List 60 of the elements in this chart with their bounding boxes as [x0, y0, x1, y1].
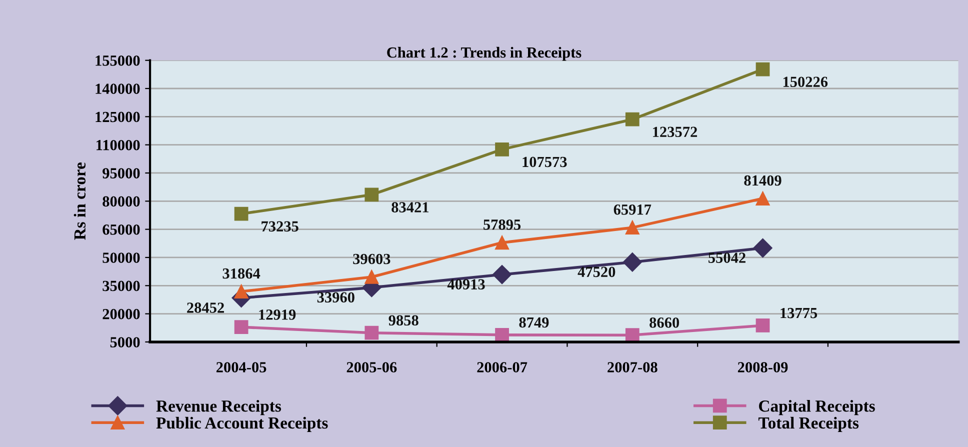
- data-label: 47520: [578, 266, 616, 278]
- y-tick-label: 20000: [102, 308, 140, 320]
- data-label: 28452: [187, 302, 224, 313]
- y-tick-label: 95000: [102, 168, 140, 178]
- data-label: 81409: [744, 175, 782, 186]
- point: [625, 220, 640, 235]
- data-label: 107573: [522, 156, 567, 168]
- point: [495, 142, 509, 156]
- data-label: 65917: [614, 204, 652, 215]
- legend-label: Total Receipts: [758, 416, 859, 432]
- point: [492, 265, 512, 284]
- data-label: 55042: [708, 252, 746, 263]
- data-label: 39603: [353, 254, 390, 264]
- point: [234, 284, 248, 298]
- data-label: 57895: [484, 219, 521, 230]
- data-label: 12919: [259, 310, 296, 320]
- point: [234, 206, 248, 221]
- y-tick-label: 5000: [110, 337, 140, 348]
- x-tick-label: 2007-08: [608, 362, 658, 372]
- point: [364, 270, 379, 284]
- x-tick-label: 2008-09: [738, 362, 788, 372]
- chart-title: Chart 1.2 : Trends in Receipts: [387, 46, 582, 61]
- point: [364, 188, 379, 202]
- y-tick-label: 125000: [96, 112, 140, 122]
- point: [756, 318, 770, 332]
- data-label: 8749: [519, 317, 549, 328]
- point: [495, 328, 509, 342]
- legend-label: Capital Receipts: [759, 400, 875, 416]
- y-tick-label: 65000: [102, 224, 140, 235]
- y-tick-label: 110000: [96, 140, 140, 150]
- point: [756, 62, 770, 76]
- y-tick-label: 155000: [96, 55, 140, 66]
- y-axis-title: Rs in crore: [74, 162, 86, 240]
- y-tick-label: 80000: [102, 196, 140, 207]
- point: [625, 328, 640, 342]
- data-label: 83421: [392, 202, 429, 212]
- x-tick-label: 2004-05: [216, 362, 266, 372]
- point: [753, 238, 772, 258]
- data-label: 150226: [783, 76, 828, 88]
- point: [756, 192, 770, 206]
- y-tick-label: 140000: [96, 84, 140, 94]
- point: [625, 112, 640, 126]
- y-tick-label: 35000: [102, 280, 140, 292]
- y-tick-label: 50000: [102, 252, 140, 263]
- data-label: 8660: [650, 317, 680, 328]
- point: [622, 252, 642, 272]
- legend-label: Public Account Receipts: [156, 416, 328, 432]
- data-label: 31864: [222, 268, 260, 279]
- data-label: 40913: [447, 279, 485, 290]
- data-label: 73235: [262, 221, 298, 232]
- point: [364, 326, 379, 340]
- x-tick-label: 2005-06: [346, 362, 397, 372]
- point: [495, 236, 509, 250]
- data-label: 123572: [653, 126, 698, 138]
- data-label: 13775: [780, 308, 818, 318]
- data-label: 33960: [317, 292, 354, 303]
- legend-label: Revenue Receipts: [156, 400, 282, 416]
- point: [234, 320, 248, 334]
- x-tick-label: 2006-07: [477, 362, 528, 372]
- data-label: 9858: [388, 315, 418, 326]
